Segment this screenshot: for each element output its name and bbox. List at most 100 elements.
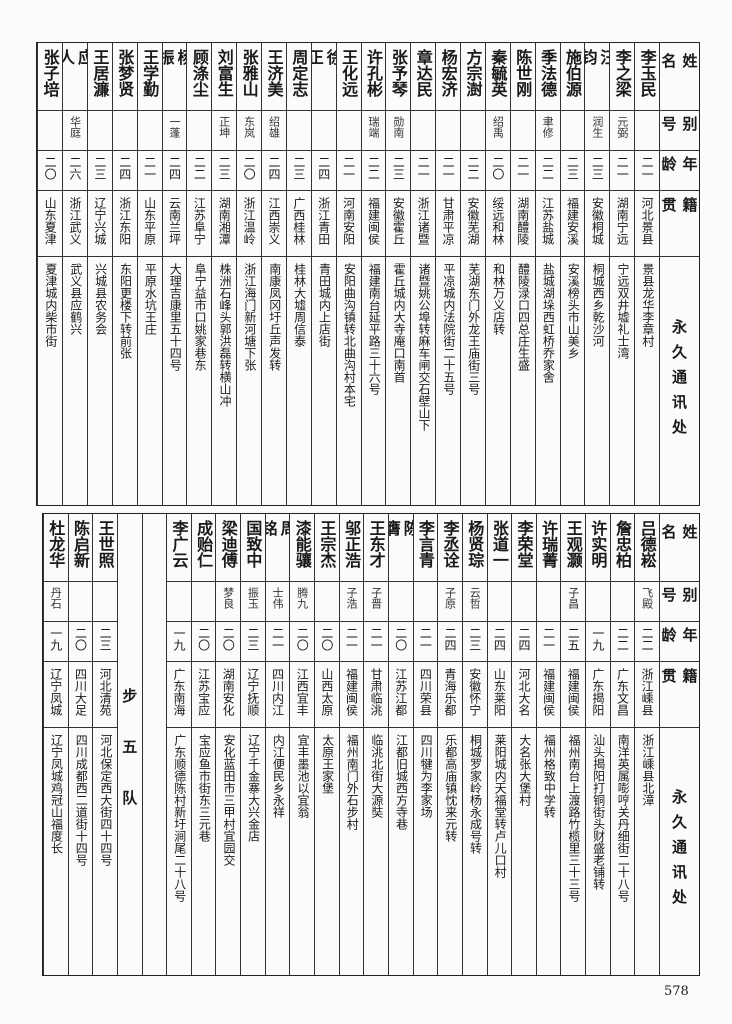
alias-text: 梦良	[221, 587, 235, 609]
person-column: 李广云 一九 广东南海 广东顺德陈村新圩涧尾二十八号	[166, 514, 191, 975]
person-address: 大理吉康里五十四号	[163, 257, 187, 505]
age-text: 二一	[341, 156, 356, 180]
age-text: 二二	[640, 627, 655, 651]
person-column: 詹忠柏 二二 广东文昌 南洋英属嘭哼关丹细街二十八号	[609, 514, 635, 975]
person-name: 李丞诠	[438, 514, 462, 582]
alias-text: 腾九	[295, 587, 309, 609]
age-text: 二四	[316, 156, 331, 180]
age-text: 二〇	[73, 627, 88, 651]
person-alias	[586, 582, 610, 622]
person-alias: 润生	[585, 111, 610, 151]
person-native-place: 河北景县	[635, 191, 659, 257]
name-text: 应人	[63, 49, 87, 89]
person-age: 二一	[436, 151, 460, 191]
person-column: 杜龙华 丹石 一九 辽宁凤城 辽宁凤城鸡冠山福度长	[42, 514, 68, 975]
name-text: 詹忠柏	[613, 520, 633, 568]
native-place-text: 湖南安化	[221, 668, 236, 716]
person-alias	[286, 111, 311, 151]
native-place-text: 安徽桐城	[590, 197, 605, 245]
person-address: 莱阳城内天福堂转卢儿口村	[488, 728, 512, 975]
native-place-text: 广东文昌	[615, 668, 630, 716]
person-address: 阜宁益市口姚家巷东	[187, 257, 211, 505]
person-native-place: 辽宁兴城	[87, 191, 112, 257]
blank-column	[141, 514, 167, 975]
name-text: 王居濂	[90, 49, 110, 97]
native-place-text: 四川荣县	[418, 668, 433, 716]
name-text: 汪钧	[585, 49, 610, 89]
age-text: 一九	[48, 627, 63, 651]
address-text: 醴陵渌口四总庄生盛	[516, 263, 531, 371]
header-address-label: 永久通讯处	[670, 318, 688, 444]
person-column: 张梦贤 二四 浙江东阳 东阳更楼下转前张	[111, 43, 137, 505]
person-native-place: 四川荣县	[413, 662, 438, 728]
address-text: 四川成都西二道街十四号	[74, 734, 89, 866]
person-column: 梁迪傅 梦良 二〇 湖南安化 安化蓝田市三甲村宜园交	[215, 514, 241, 975]
person-alias	[388, 582, 413, 622]
person-age: 二〇	[237, 151, 261, 191]
native-place-text: 安徽霍丘	[391, 197, 406, 245]
address-text: 青田城内上店街	[317, 263, 332, 347]
person-name: 李广云	[167, 514, 191, 582]
address-text: 大名张大堡村	[517, 734, 532, 806]
person-age: 二二	[635, 622, 659, 662]
name-text: 国致中	[243, 520, 263, 568]
age-text: 二二	[465, 156, 480, 180]
person-native-place: 福建闽侯	[536, 662, 561, 728]
person-age: 二〇	[191, 622, 216, 662]
person-native-place: 浙江青田	[311, 191, 336, 257]
address-text: 兴城县农务会	[93, 263, 108, 335]
person-name: 秦毓英	[485, 43, 510, 111]
address-text: 内江便民乡永祥	[271, 734, 286, 818]
address-text: 株洲石峰头郭洪磊转横山冲	[217, 263, 232, 407]
name-text: 王世照	[95, 520, 115, 568]
native-place-text: 山西太原	[319, 668, 334, 716]
person-column: 张道一 二四 山东莱阳 莱阳城内天福堂转卢儿口村	[486, 514, 512, 975]
header-column: 姓名 别号 年龄 籍贯 永久通讯处	[659, 43, 699, 505]
person-name: 漆能骧	[290, 514, 315, 582]
native-place-text: 河北大名	[516, 668, 531, 716]
address-text: 景县龙华李章村	[640, 263, 655, 347]
person-age: 二〇	[485, 151, 510, 191]
person-column: 周定志 二三 广西桂林 桂林大墟周信泰	[285, 43, 311, 505]
person-name: 陈启新	[68, 514, 93, 582]
person-alias: 华庭	[63, 111, 87, 151]
person-alias	[336, 111, 361, 151]
native-place-text: 四川内江	[270, 668, 285, 716]
person-address: 辽宁千金寨大兴金店	[241, 728, 265, 975]
page-number: 578	[664, 984, 689, 999]
person-age: 二二	[361, 151, 386, 191]
name-text: 徐正	[311, 49, 336, 89]
person-native-place: 福建闽侯	[339, 662, 364, 728]
person-column: 成贻仁 二〇 江苏宝应 宝应鱼市街东三元巷	[190, 514, 216, 975]
name-text: 张道一	[489, 520, 509, 568]
name-text: 杨宏济	[438, 49, 458, 97]
person-name: 方宗澍	[461, 43, 485, 111]
age-text: 二〇	[490, 156, 505, 180]
name-text: 陈膺	[388, 520, 413, 560]
person-address: 四川犍为李家场	[414, 728, 438, 975]
person-address: 平凉城内法院街二十五号	[436, 257, 460, 505]
name-text: 章达民	[413, 49, 433, 97]
address-text: 辽宁千金寨大兴金店	[246, 734, 261, 842]
person-age: 二〇	[290, 622, 315, 662]
person-age: 二一	[339, 622, 364, 662]
native-place-text: 浙江青田	[316, 197, 331, 245]
header-native-place: 籍贯	[660, 662, 699, 728]
person-column: 杨振 一蓬 二四 云南兰坪 大理吉康里五十四号	[161, 43, 187, 505]
address-text: 四川犍为李家场	[419, 734, 434, 818]
address-text: 桂林大墟周信泰	[292, 263, 307, 347]
age-text: 二〇	[393, 627, 408, 651]
age-text: 二一	[515, 156, 530, 180]
header-native-place-label: 籍贯	[660, 668, 699, 697]
person-native-place: 浙江东阳	[112, 191, 137, 257]
person-native-place: 安徽怀宁	[462, 662, 487, 728]
person-age: 二三	[212, 151, 237, 191]
address-text: 阜宁益市口姚家巷东	[193, 263, 208, 371]
person-address: 南洋英属嘭哼关丹细街二十八号	[611, 728, 635, 975]
roster-table-top: 姓名 别号 年龄 籍贯 永久通讯处 李玉民 二一 河北景县 景县龙华李章村 李之梁 元弼 二一 湖南宁远…	[36, 42, 700, 506]
person-address: 浙江嵊县北漳	[635, 728, 659, 975]
address-text: 诸暨姚公埠转麻车闸交石壁山下	[416, 263, 431, 431]
person-column: 李言青 二一 四川荣县 四川犍为李家场	[412, 514, 438, 975]
person-column: 国致中 振玉 二三 辽宁抚顺 辽宁千金寨大兴金店	[240, 514, 265, 975]
person-name: 张予琴	[386, 43, 411, 111]
